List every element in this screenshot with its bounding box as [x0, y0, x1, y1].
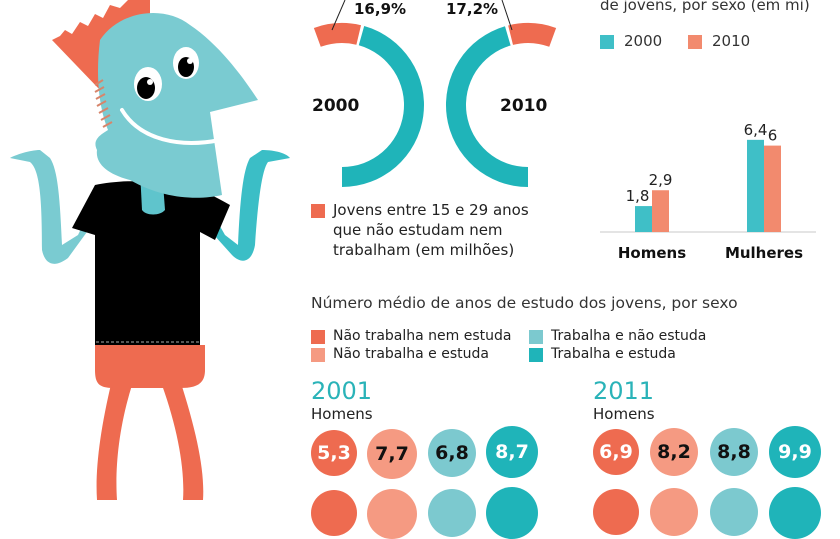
shorts — [95, 345, 205, 388]
value-circle-partial — [650, 488, 698, 536]
smile — [120, 108, 222, 145]
value-circle: 6,9 — [593, 429, 639, 475]
legend-label: Não trabalha nem estuda — [333, 328, 512, 344]
study-section-title: Número médio de anos de estudo dos joven… — [311, 294, 738, 312]
head — [95, 12, 258, 198]
legend-swatch-trabalha-e-nao-estuda — [529, 330, 543, 344]
donut-slice-nem-nem — [508, 23, 557, 47]
panel-group: Homens — [311, 405, 373, 423]
right-arm — [205, 150, 290, 261]
category-label: Mulheres — [725, 244, 803, 260]
panel-year: 2001 — [311, 377, 373, 405]
value-circle: 5,3 — [311, 430, 357, 476]
legend-swatch-trabalha-e-estuda — [529, 348, 543, 362]
donut-slice-rest — [342, 26, 424, 187]
bar-mulheres-2000 — [747, 139, 764, 232]
value-circle-partial — [428, 489, 476, 537]
legend-swatch-nao-trabalha-e-estuda — [311, 348, 325, 362]
donut-legend-line: que não estudam nem — [333, 221, 503, 239]
value-circle-partial — [593, 489, 639, 535]
value-circle-partial — [769, 487, 821, 539]
value-circle: 6,8 — [428, 429, 476, 477]
legend-label: Trabalha e estuda — [551, 346, 676, 362]
bar-mulheres-2010 — [764, 145, 781, 232]
legs — [162, 380, 204, 500]
value-circle-partial — [486, 487, 538, 539]
value-circle: 8,7 — [486, 426, 538, 478]
bar-value-label: 6,4 — [744, 121, 768, 139]
donut-year-label: 2000 — [312, 96, 359, 116]
bar-chart: 1,82,9 Homens 6,4 6 Mulheres — [600, 121, 816, 260]
donut-year-label: 2010 — [500, 96, 547, 116]
leader-line — [501, 0, 513, 31]
panel-group: Homens — [593, 405, 655, 423]
character-illustration — [10, 0, 290, 500]
donut-slice-rest — [445, 26, 528, 187]
bar-value-label: 1,8 — [626, 187, 650, 205]
bar-chart-title: de jovens, por sexo (em mi) — [600, 0, 810, 14]
panel-year: 2011 — [593, 377, 655, 405]
left-arm — [10, 150, 95, 264]
value-circle-partial — [710, 488, 758, 536]
shirt — [72, 181, 230, 345]
value-circle: 8,2 — [650, 428, 698, 476]
legend-swatch-coral — [311, 204, 325, 218]
legend-swatch-2000 — [600, 35, 614, 49]
donut-charts: 2000 16,9% 2010 17,2% — [312, 0, 557, 187]
donut-legend-line: trabalham (em milhões) — [333, 241, 515, 259]
category-label: Homens — [618, 244, 686, 260]
value-circle: 7,7 — [367, 429, 417, 479]
value-circle: 8,8 — [710, 428, 758, 476]
value-circle-partial — [311, 490, 357, 536]
bar-homens-2000 — [635, 206, 652, 232]
legend-swatch-2010 — [688, 35, 702, 49]
study-panel-2001: 2001 Homens 5,3 7,7 6,8 8,7 — [311, 377, 571, 539]
value-circle: 9,9 — [769, 426, 821, 478]
bar-value-label: 2,9 — [649, 171, 673, 189]
legend-label-2010: 2010 — [712, 32, 751, 50]
study-panel-2011: 2011 Homens 6,9 8,2 8,8 9,9 — [593, 377, 840, 539]
legend-label: Trabalha e não estuda — [551, 328, 707, 344]
leader-line — [331, 0, 346, 31]
legs — [96, 380, 132, 500]
donut-2010 — [445, 23, 557, 187]
donut-pct-label: 17,2% — [446, 0, 498, 18]
bar-homens-2010 — [652, 190, 669, 232]
donut-pct-label: 16,9% — [354, 0, 406, 18]
legend-label-2000: 2000 — [624, 32, 663, 50]
donut-legend-line: Jovens entre 15 e 29 anos — [333, 201, 529, 219]
study-legend: Não trabalha nem estuda Não trabalha e e… — [311, 327, 731, 367]
donut-2000 — [313, 23, 424, 187]
donut-slice-nem-nem — [313, 23, 362, 47]
value-circle-partial — [367, 489, 417, 539]
legend-swatch-nao-trabalha-nem-estuda — [311, 330, 325, 344]
legend-label: Não trabalha e estuda — [333, 346, 489, 362]
bar-value-label: 6 — [768, 127, 778, 145]
